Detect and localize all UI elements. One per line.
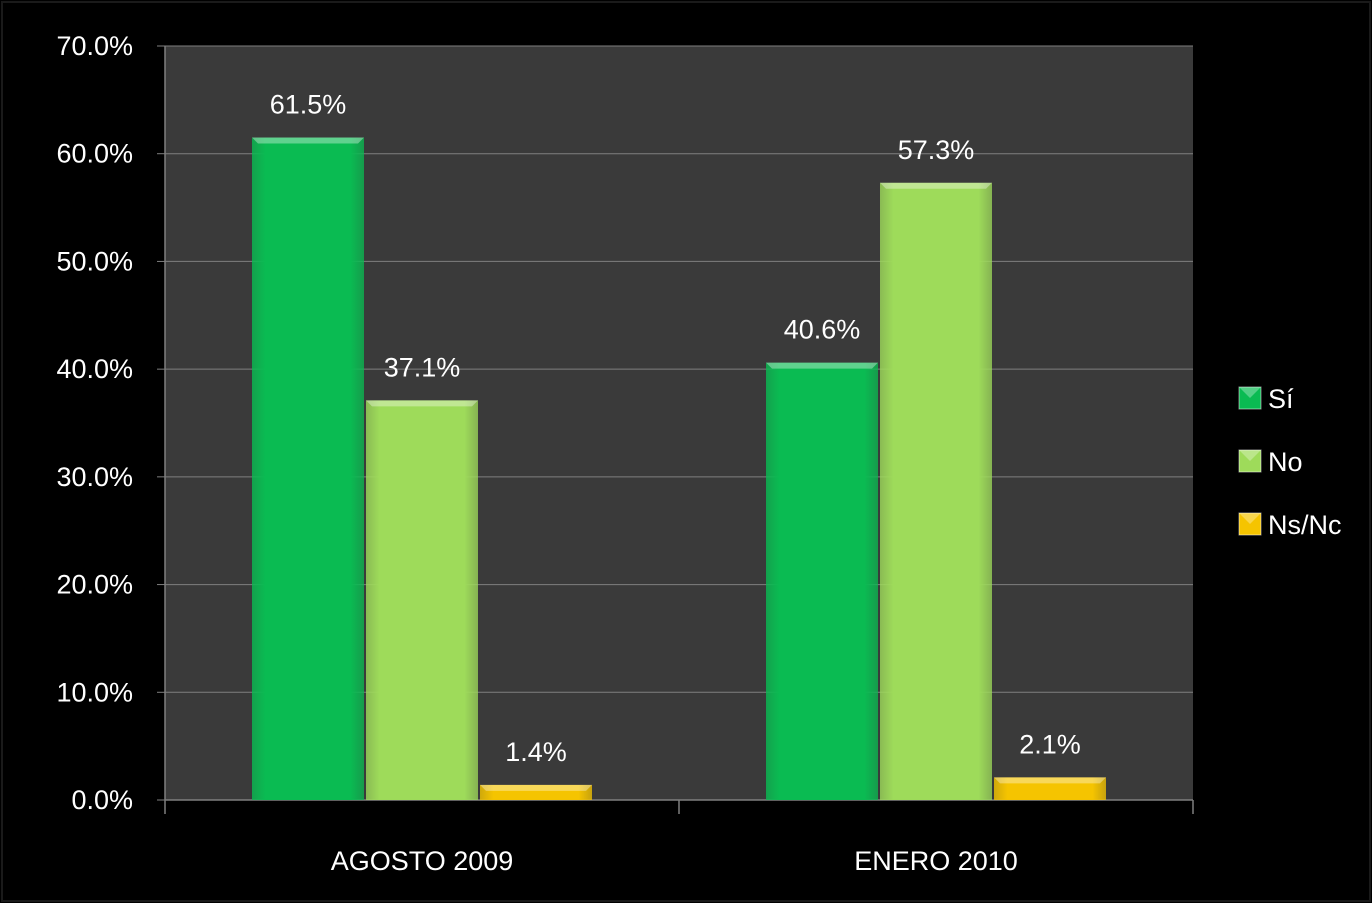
y-tick-label: 60.0% [56, 139, 133, 169]
bar-si-agosto-2009 [252, 137, 364, 801]
legend-swatch-shade [1239, 513, 1261, 524]
legend-label: No [1268, 447, 1303, 477]
bar-bevel [994, 777, 1106, 784]
legend-item-no: No [1238, 447, 1303, 477]
y-tick-label: 30.0% [56, 462, 133, 492]
legend-swatch [1238, 449, 1262, 473]
legend-label: Sí [1268, 384, 1294, 414]
legend-label: Ns/Nc [1268, 510, 1342, 540]
bar-bevel [480, 784, 592, 791]
bar-body [880, 182, 992, 801]
bars [252, 137, 1106, 801]
legend-item-si: Sí [1238, 384, 1294, 414]
y-tick-label: 70.0% [56, 31, 133, 61]
legend: Sí No Ns/Nc [1238, 384, 1342, 540]
legend-item-ns-nc: Ns/Nc [1238, 510, 1342, 540]
y-tick-label: 40.0% [56, 354, 133, 384]
bar-si-enero-2010 [766, 362, 878, 800]
bar-body [766, 362, 878, 800]
data-label-ns-nc-enero-2010: 2.1% [1019, 729, 1081, 759]
bar-no-agosto-2009 [366, 400, 478, 800]
bar-bevel [252, 137, 364, 144]
bar-bevel [366, 400, 478, 407]
x-axis-category-labels: AGOSTO 2009 ENERO 2010 [331, 846, 1018, 876]
y-tick-label: 50.0% [56, 246, 133, 276]
bar-body [994, 777, 1106, 800]
y-tick-label: 10.0% [56, 677, 133, 707]
data-label-ns-nc-agosto-2009: 1.4% [505, 737, 567, 767]
data-label-si-agosto-2009: 61.5% [270, 90, 347, 120]
legend-swatch-shade [1239, 450, 1261, 461]
bar-ns-nc-agosto-2009 [480, 784, 592, 800]
y-axis-tick-labels: 0.0% 10.0% 20.0% 30.0% 40.0% 50.0% 60.0% 70.0% [56, 31, 133, 815]
bar-body [480, 784, 592, 800]
y-tick-label: 0.0% [71, 785, 133, 815]
legend-swatch-shade [1239, 387, 1261, 398]
x-category-label: AGOSTO 2009 [331, 846, 514, 876]
data-label-no-enero-2010: 57.3% [898, 135, 975, 165]
bar-body [366, 400, 478, 800]
data-label-si-enero-2010: 40.6% [784, 315, 861, 345]
bar-bevel [766, 362, 878, 369]
bar-no-enero-2010 [880, 182, 992, 801]
bar-body [252, 137, 364, 801]
x-category-label: ENERO 2010 [854, 846, 1018, 876]
legend-swatch [1238, 512, 1262, 536]
data-labels: 61.5% 37.1% 1.4% 40.6% 57.3% 2.1% [270, 90, 1081, 767]
y-tick-label: 20.0% [56, 570, 133, 600]
legend-swatch [1238, 386, 1262, 410]
bar-bevel [880, 182, 992, 189]
bar-ns-nc-enero-2010 [994, 777, 1106, 800]
data-label-no-agosto-2009: 37.1% [384, 352, 461, 382]
